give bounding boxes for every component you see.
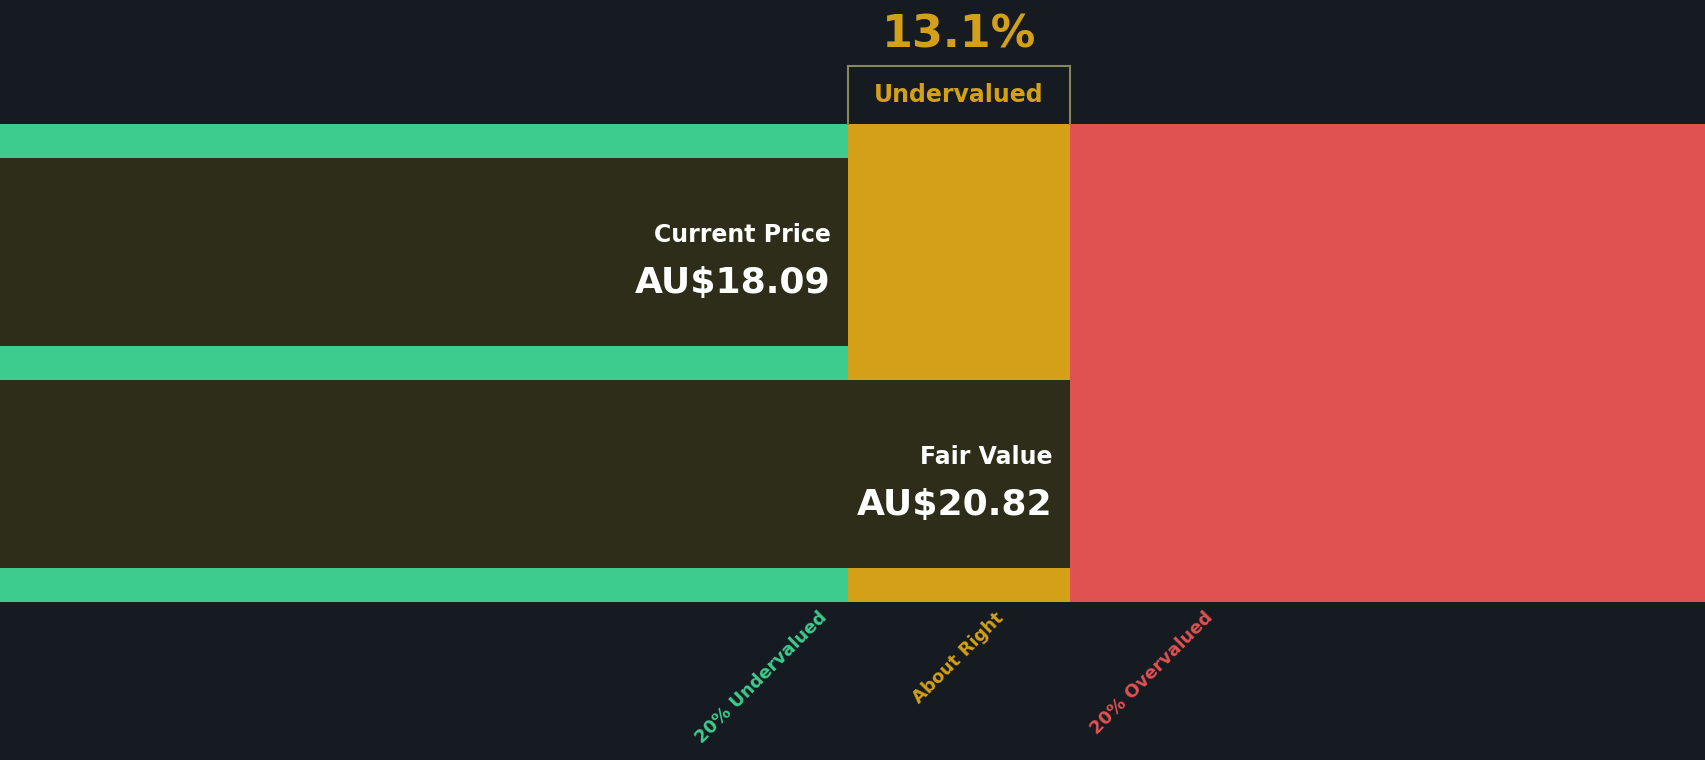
Text: AU$20.82: AU$20.82 [856, 488, 1052, 522]
FancyBboxPatch shape [0, 380, 847, 568]
FancyBboxPatch shape [1069, 125, 1705, 602]
Text: About Right: About Right [909, 609, 1008, 707]
FancyBboxPatch shape [0, 158, 847, 347]
FancyBboxPatch shape [0, 158, 847, 347]
Text: 13.1%: 13.1% [881, 14, 1035, 57]
Text: 20% Overvalued: 20% Overvalued [1086, 609, 1216, 738]
FancyBboxPatch shape [0, 125, 847, 602]
Text: 20% Undervalued: 20% Undervalued [692, 609, 830, 747]
FancyBboxPatch shape [847, 125, 1069, 602]
Text: Current Price: Current Price [653, 223, 830, 247]
Text: AU$18.09: AU$18.09 [634, 266, 830, 300]
Text: Undervalued: Undervalued [873, 83, 1043, 107]
Text: Fair Value: Fair Value [919, 445, 1052, 469]
FancyBboxPatch shape [0, 380, 1069, 568]
